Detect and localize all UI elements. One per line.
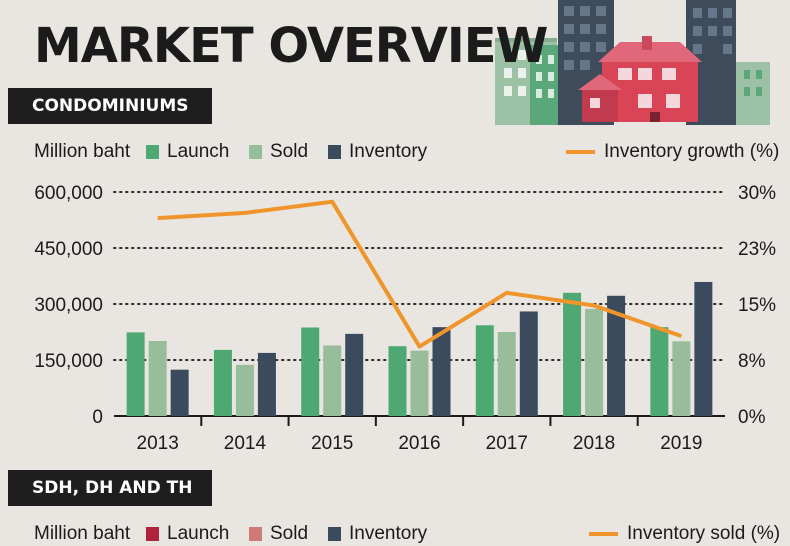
bar-launch bbox=[301, 328, 319, 416]
legend-swatch-launch bbox=[146, 145, 159, 159]
bar-inventory bbox=[433, 327, 451, 416]
legend-swatch-bottom-inventory bbox=[328, 527, 341, 541]
x-tick-label: 2017 bbox=[486, 433, 528, 454]
legend-bottom: Million baht Launch Sold Inventory Inven… bbox=[34, 522, 779, 546]
y2-tick-label: 30% bbox=[738, 183, 776, 204]
bar-sold bbox=[323, 345, 341, 416]
legend-label-line: Inventory growth (%) bbox=[604, 140, 779, 164]
bar-launch bbox=[214, 350, 232, 416]
y2-tick-label: 23% bbox=[738, 239, 776, 260]
bar-group bbox=[127, 282, 713, 416]
y-tick-label: 450,000 bbox=[34, 239, 103, 260]
bar-launch bbox=[650, 327, 668, 416]
bar-sold bbox=[672, 341, 690, 416]
bar-inventory bbox=[258, 353, 276, 416]
legend-bottom-line-stroke bbox=[589, 532, 618, 536]
page-title: MARKET OVERVIEW bbox=[34, 14, 547, 78]
bar-launch bbox=[476, 325, 494, 416]
bar-sold bbox=[411, 351, 429, 416]
unit-label-bottom: Million baht bbox=[34, 522, 130, 546]
legend-label-inventory: Inventory bbox=[349, 140, 427, 164]
legend-swatch-bottom-launch bbox=[146, 527, 159, 541]
bar-sold bbox=[236, 365, 254, 416]
bar-sold bbox=[149, 341, 167, 416]
x-tick-label: 2018 bbox=[573, 433, 615, 454]
x-tick-label: 2013 bbox=[137, 433, 179, 454]
y2-tick-label: 15% bbox=[738, 295, 776, 316]
section-sdh-dh-th: SDH, DH AND TH bbox=[8, 470, 212, 506]
legend-label-bottom-sold: Sold bbox=[270, 522, 308, 546]
x-tick-label: 2016 bbox=[398, 433, 440, 454]
y-tick-label: 300,000 bbox=[34, 295, 103, 316]
y-tick-label: 0 bbox=[92, 407, 103, 428]
y-tick-label: 600,000 bbox=[34, 183, 103, 204]
legend-line-stroke bbox=[566, 150, 595, 154]
x-tick-label: 2019 bbox=[660, 433, 702, 454]
legend-swatch-sold bbox=[249, 145, 262, 159]
section-condominiums: CONDOMINIUMS bbox=[8, 88, 212, 124]
legend-label-bottom-inventory: Inventory bbox=[349, 522, 427, 546]
legend-swatch-bottom-sold bbox=[249, 527, 262, 541]
bar-inventory bbox=[345, 334, 363, 416]
y2-tick-label: 0% bbox=[738, 407, 766, 428]
y-tick-label: 150,000 bbox=[34, 351, 103, 372]
x-tick-label: 2015 bbox=[311, 433, 353, 454]
bar-inventory bbox=[520, 311, 538, 416]
legend-label-sold: Sold bbox=[270, 140, 308, 164]
legend-label-bottom-launch: Launch bbox=[167, 522, 229, 546]
legend-swatch-inventory bbox=[328, 145, 341, 159]
bar-launch bbox=[389, 346, 407, 416]
legend-label-bottom-line: Inventory sold (%) bbox=[627, 522, 780, 546]
legend-top: Million baht Launch Sold Inventory Inven… bbox=[34, 140, 779, 164]
bar-launch bbox=[127, 332, 145, 416]
bar-sold bbox=[498, 332, 516, 416]
bar-launch bbox=[563, 293, 581, 416]
y2-tick-label: 8% bbox=[738, 351, 766, 372]
legend-label-launch: Launch bbox=[167, 140, 229, 164]
bar-sold bbox=[585, 309, 603, 416]
condominium-chart: 600,000 30% 450,000 23% 300,000 15% 150,000 8% 0… bbox=[0, 180, 790, 460]
x-tick-label: 2014 bbox=[224, 433, 267, 454]
bar-inventory bbox=[171, 370, 189, 416]
bar-inventory bbox=[694, 282, 712, 416]
unit-label: Million baht bbox=[34, 140, 130, 164]
